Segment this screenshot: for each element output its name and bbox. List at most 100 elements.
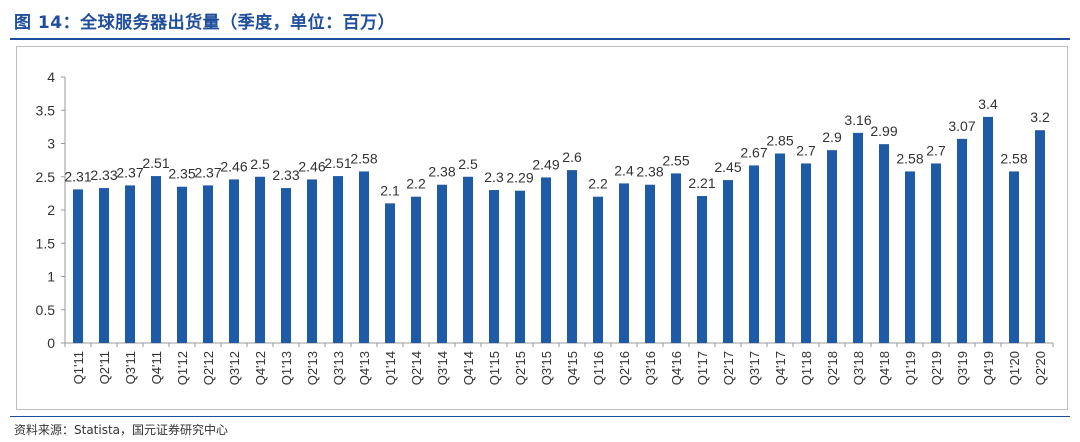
bar bbox=[775, 153, 785, 343]
data-label: 2.46 bbox=[298, 158, 325, 174]
bar bbox=[125, 185, 135, 343]
bar bbox=[671, 173, 681, 343]
chart-frame: 0 0.5 1 1.5 2 2.5 3 3.5 4 2.31 Q1'11 2.33 Q2'11 2.37 Q… bbox=[16, 46, 1068, 410]
bar bbox=[99, 188, 109, 343]
figure-title: 图 14：全球服务器出货量（季度，单位：百万） bbox=[14, 13, 396, 33]
x-tick-label: Q3'13 bbox=[331, 351, 346, 385]
bar bbox=[723, 180, 733, 343]
data-label: 2.6 bbox=[562, 149, 582, 165]
x-tick-label: Q3'15 bbox=[539, 351, 554, 385]
bar bbox=[619, 183, 629, 343]
x-tick-label: Q4'15 bbox=[565, 351, 580, 385]
bar bbox=[1009, 171, 1019, 343]
x-tick-label: Q2'13 bbox=[305, 351, 320, 385]
data-label: 2.2 bbox=[588, 176, 608, 192]
data-label: 2.21 bbox=[688, 175, 715, 191]
bar bbox=[463, 176, 473, 343]
x-tick-label: Q2'12 bbox=[201, 351, 216, 385]
y-tick-label: 4 bbox=[47, 69, 55, 85]
data-label: 3.2 bbox=[1030, 109, 1050, 125]
x-tick-label: Q2'11 bbox=[97, 351, 112, 384]
x-tick-label: Q1'19 bbox=[903, 351, 918, 385]
bar bbox=[203, 185, 213, 343]
data-label: 2.46 bbox=[220, 158, 247, 174]
bar bbox=[281, 188, 291, 343]
x-tick-label: Q1'18 bbox=[799, 351, 814, 385]
bar bbox=[957, 138, 967, 343]
data-label: 2.58 bbox=[896, 150, 923, 166]
x-tick-label: Q2'19 bbox=[929, 351, 944, 385]
bar bbox=[567, 170, 577, 343]
y-tick-label: 2 bbox=[47, 202, 55, 218]
x-tick-label: Q3'19 bbox=[955, 351, 970, 385]
bar bbox=[229, 179, 239, 343]
x-tick-label: Q4'11 bbox=[149, 351, 164, 384]
x-tick-label: Q3'18 bbox=[851, 351, 866, 385]
x-tick-label: Q1'14 bbox=[383, 351, 398, 385]
x-tick-label: Q2'16 bbox=[617, 351, 632, 385]
bar bbox=[879, 144, 889, 343]
data-label: 3.16 bbox=[844, 112, 871, 128]
bar-chart: 0 0.5 1 1.5 2 2.5 3 3.5 4 2.31 Q1'11 2.33 Q2'11 2.37 Q… bbox=[36, 69, 1054, 385]
bar bbox=[749, 165, 759, 343]
data-label: 2.45 bbox=[714, 159, 741, 175]
x-tick-label: Q2'20 bbox=[1033, 351, 1048, 385]
x-tick-label: Q3'12 bbox=[227, 351, 242, 385]
data-label: 2.7 bbox=[796, 142, 816, 158]
x-tick-label: Q2'15 bbox=[513, 351, 528, 385]
x-tick-label: Q1'17 bbox=[695, 351, 710, 385]
x-tick-label: Q2'14 bbox=[409, 351, 424, 385]
data-label: 2.5 bbox=[458, 156, 478, 172]
bar bbox=[151, 176, 161, 343]
y-tick-label: 0.5 bbox=[36, 302, 56, 318]
bar bbox=[307, 179, 317, 343]
x-tick-label: Q3'11 bbox=[123, 351, 138, 384]
bar bbox=[983, 116, 993, 344]
x-tick-label: Q2'17 bbox=[721, 351, 736, 385]
bar bbox=[1035, 130, 1045, 343]
data-label: 2.3 bbox=[484, 169, 504, 185]
x-tick-label: Q2'18 bbox=[825, 351, 840, 385]
bar bbox=[697, 196, 707, 343]
x-tick-label: Q4'17 bbox=[773, 351, 788, 385]
bar bbox=[645, 184, 655, 343]
data-label: 2.1 bbox=[380, 182, 400, 198]
data-label: 2.58 bbox=[1000, 150, 1027, 166]
bar bbox=[385, 203, 395, 343]
data-label: 2.37 bbox=[116, 164, 143, 180]
data-label: 2.5 bbox=[250, 156, 270, 172]
data-label: 2.38 bbox=[428, 164, 455, 180]
x-tick-label: Q3'16 bbox=[643, 351, 658, 385]
x-tick-label: Q1'11 bbox=[71, 351, 86, 384]
bar bbox=[931, 163, 941, 343]
data-label: 3.07 bbox=[948, 118, 975, 134]
title-underline bbox=[10, 38, 1070, 40]
data-label: 2.4 bbox=[614, 162, 634, 178]
data-label: 2.9 bbox=[822, 129, 842, 145]
bar bbox=[411, 196, 421, 343]
bar bbox=[515, 190, 525, 343]
y-tick-label: 0 bbox=[47, 335, 55, 351]
x-tick-label: Q1'13 bbox=[279, 351, 294, 385]
bar bbox=[905, 171, 915, 343]
y-tick-label: 3.5 bbox=[36, 102, 56, 118]
bar bbox=[177, 186, 187, 343]
data-label: 2.7 bbox=[926, 142, 946, 158]
bar bbox=[489, 190, 499, 343]
data-label: 2.29 bbox=[506, 170, 533, 186]
data-label: 2.99 bbox=[870, 123, 897, 139]
y-tick-label: 1 bbox=[47, 269, 55, 285]
data-label: 2.51 bbox=[324, 155, 351, 171]
data-label: 2.2 bbox=[406, 176, 426, 192]
x-tick-label: Q3'17 bbox=[747, 351, 762, 385]
y-tick-label: 3 bbox=[47, 136, 55, 152]
data-label: 2.49 bbox=[532, 156, 559, 172]
data-label: 2.33 bbox=[90, 167, 117, 183]
bar bbox=[359, 171, 369, 343]
bar bbox=[827, 150, 837, 343]
x-tick-label: Q4'14 bbox=[461, 351, 476, 385]
bar bbox=[333, 176, 343, 343]
data-label: 3.4 bbox=[978, 96, 998, 112]
data-label: 2.67 bbox=[740, 144, 767, 160]
source-divider bbox=[10, 416, 1070, 417]
